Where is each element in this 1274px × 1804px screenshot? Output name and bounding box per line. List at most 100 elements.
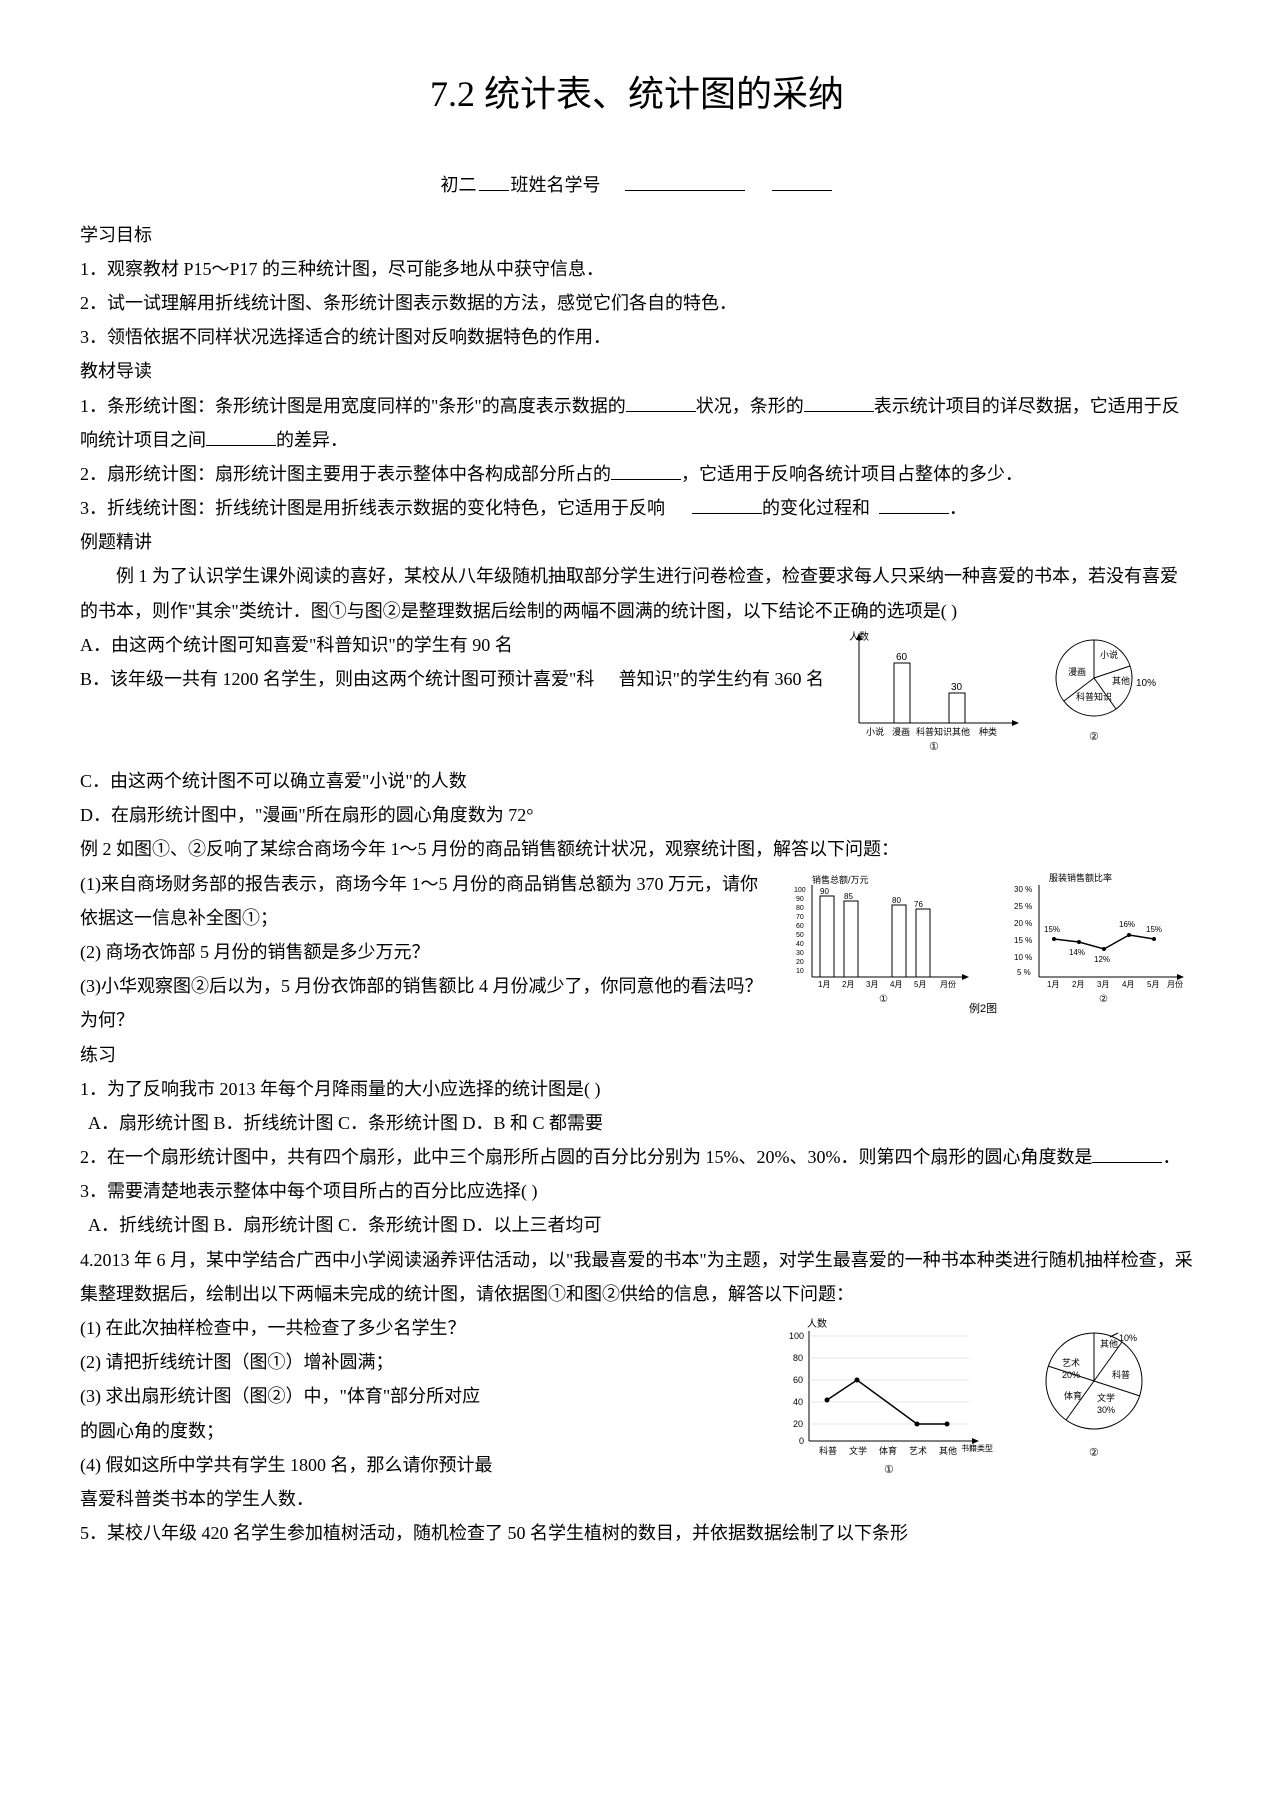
ytick: 60	[793, 1375, 803, 1385]
r1d: 的差异．	[276, 430, 348, 450]
svg-text:85: 85	[844, 892, 853, 901]
examples-label: 例题精讲	[80, 525, 1194, 559]
xtick: 艺术	[909, 1445, 927, 1456]
ex1-x1: 小说	[866, 726, 884, 737]
p3: 3．需要清楚地表示整体中每个项目所占的百分比应选择( )	[80, 1174, 1194, 1208]
xtick: 2月	[842, 980, 854, 989]
p4-figure: 人数 100 80 60 40 20 0 科普	[774, 1311, 1194, 1492]
ytick: 15 %	[1014, 936, 1032, 945]
goal-3: 3．领悟依据不同样状况选择适合的统计图对反响数据特色的作用．	[80, 320, 1194, 354]
page-title: 7.2 统计表、统计图的采纳	[80, 60, 1194, 128]
blank	[879, 495, 949, 514]
ex1-x3: 科普知识	[916, 726, 952, 737]
reading-1: 1．条形统计图：条形统计图是用宽度同样的"条形"的高度表示数据的状况，条形的表示…	[80, 389, 1194, 457]
ex1-x4: 其他	[952, 726, 970, 737]
ytick: 10 %	[1014, 953, 1032, 962]
class-header: 初二 班姓名学号	[80, 168, 1194, 202]
pie-l: 文学	[1097, 1392, 1115, 1403]
ytick: 25 %	[1014, 902, 1032, 911]
ex2-fig2: ②	[1099, 994, 1108, 1005]
ytick: 80	[793, 1353, 803, 1363]
ytick: 20	[793, 1419, 803, 1429]
ex1-c: C．由这两个统计图不可以确立喜爱"小说"的人数	[80, 764, 1194, 798]
xtick: 体育	[879, 1445, 897, 1456]
xtick: 1月	[1047, 980, 1059, 989]
ex2-left-title: 销售总额/万元	[812, 874, 869, 885]
pt: 14%	[1069, 948, 1085, 957]
xtick: 4月	[890, 980, 902, 989]
ytick: 80	[796, 905, 804, 912]
reading-3: 3．折线统计图：折线统计图是用折线表示数据的变化特色，它适用于反响 的变化过程和…	[80, 491, 1194, 525]
ex1-fig2: ②	[1089, 731, 1099, 743]
ytick: 30	[796, 950, 804, 957]
p1: 1．为了反响我市 2013 年每个月降雨量的大小应选择的统计图是( )	[80, 1072, 1194, 1106]
p4-svg: 人数 100 80 60 40 20 0 科普	[774, 1311, 1194, 1481]
p3-opts: A．折线统计图 B．扇形统计图 C．条形统计图 D．以上三者均可	[80, 1208, 1194, 1242]
r3a: 3．折线统计图：折线统计图是用折线表示数据的变化特色，它适用于反响	[80, 498, 665, 518]
ex1-b-pre: B．该年级一共有 1200 名学生，则由这两个统计图可预计喜爱"科	[80, 669, 594, 689]
pt: 12%	[1094, 955, 1110, 964]
pie-l: 体育	[1064, 1390, 1082, 1401]
ex1-pie-l2: 漫画	[1068, 666, 1086, 677]
ytick: 0	[799, 1436, 804, 1446]
blank	[626, 393, 696, 412]
pie-pct: 10%	[1119, 1333, 1137, 1343]
p4-q4a: (4) 假如这所中学共有学生 1800 名，那么请你预计最	[80, 1455, 493, 1475]
pie-l: 艺术	[1062, 1357, 1080, 1368]
ytick: 10	[796, 968, 804, 975]
p2: 2．在一个扇形统计图中，共有四个扇形，此中三个扇形所占圆的百分比分别为 15%、…	[80, 1140, 1194, 1174]
ytick: 20 %	[1014, 919, 1032, 928]
pt: 16%	[1119, 920, 1135, 929]
ex1-pie-l4: 科普知识	[1076, 691, 1112, 702]
r2a: 2．扇形统计图：扇形统计图主要用于表示整体中各构成部分所占的	[80, 464, 611, 484]
ex1-fig1: ①	[929, 741, 939, 753]
ytick: 40	[793, 1397, 803, 1407]
xtick: 其他	[939, 1445, 957, 1456]
header-mid1: 班姓名	[511, 175, 565, 195]
example-2-block: 例 2 如图①、②反响了某综合商场今年 1～5 月份的商品销售额统计状况，观察统…	[80, 832, 1194, 1037]
ex2-fig1: ①	[879, 994, 888, 1005]
reading-2: 2．扇形统计图：扇形统计图主要用于表示整体中各构成部分所占的，它适用于反响各统计…	[80, 457, 1194, 491]
blank	[692, 495, 762, 514]
example-1-block: 例 1 为了认识学生课外阅读的喜好，某校从八年级随机抽取部分学生进行问卷检查，检…	[80, 559, 1194, 832]
p4-q3b: 的圆心角的度数；	[80, 1421, 224, 1441]
xtick: 科普	[819, 1445, 837, 1456]
pie-pct: 20%	[1062, 1370, 1080, 1380]
ex2-combined: 例2图	[969, 1001, 997, 1015]
xtick: 月份	[1167, 979, 1183, 989]
ytick: 50	[796, 932, 804, 939]
p1-opts: A．扇形统计图 B．折线统计图 C．条形统计图 D．B 和 C 都需要	[80, 1106, 1194, 1140]
ex1-x2: 漫画	[892, 726, 910, 737]
ytick: 20	[796, 959, 804, 966]
ex1-ylabel: 人数	[849, 630, 869, 643]
header-mid2: 学号	[565, 175, 601, 195]
ytick: 100	[789, 1331, 804, 1341]
ex2-figure: 销售总额/万元 100 90 80 70 60 50 40 30 20 10 9…	[784, 867, 1194, 1028]
r1b: 状况，条形的	[696, 396, 804, 416]
p4-q3a: (3) 求出扇形统计图（图②）中，"体育"部分所对应	[80, 1386, 480, 1406]
xtick: 月份	[940, 979, 956, 989]
svg-text:90: 90	[820, 887, 829, 896]
ex2-right-title: 服装销售额比率	[1049, 872, 1112, 883]
ex1-x5: 种类	[979, 726, 997, 737]
pie-l: 科普	[1112, 1369, 1130, 1380]
ytick: 90	[796, 896, 804, 903]
p4-fig2: ②	[1089, 1447, 1099, 1459]
header-prefix: 初二	[441, 175, 477, 195]
ex1-pie-pct: 10%	[1136, 678, 1156, 689]
xtick: 5月	[914, 980, 926, 989]
p4-ylabel: 人数	[807, 1317, 827, 1330]
r3c: ．	[949, 498, 967, 518]
goal-2: 2．试一试理解用折线统计图、条形统计图表示数据的方法，感觉它们各自的特色．	[80, 286, 1194, 320]
r3b: 的变化过程和	[762, 498, 870, 518]
ytick: 5 %	[1017, 968, 1031, 977]
xtick: 3月	[866, 980, 878, 989]
p4-q4b: 喜爱科普类书本的学生人数．	[80, 1489, 314, 1509]
blank-id	[772, 190, 832, 191]
ex1-pie-l3: 其他	[1112, 675, 1130, 686]
p2-text: 2．在一个扇形统计图中，共有四个扇形，此中三个扇形所占圆的百分比分别为 15%、…	[80, 1147, 1092, 1167]
pie-l: 其他	[1100, 1338, 1118, 1349]
blank	[1092, 1144, 1162, 1163]
ex1-val60: 60	[896, 652, 908, 663]
p4: 4.2013 年 6 月，某中学结合广西中小学阅读涵养评估活动，以"我最喜爱的书…	[80, 1243, 1194, 1311]
